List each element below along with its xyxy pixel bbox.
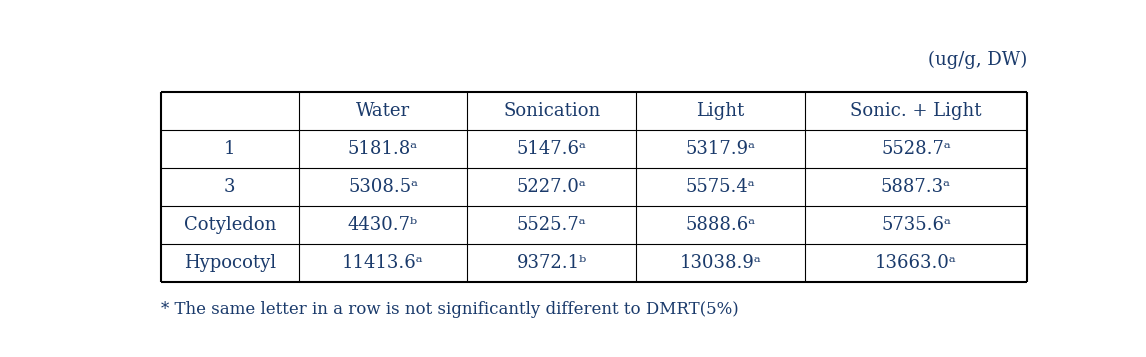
Text: 9372.1ᵇ: 9372.1ᵇ <box>517 254 587 272</box>
Text: 5575.4ᵃ: 5575.4ᵃ <box>685 178 755 196</box>
Text: Water: Water <box>356 102 410 120</box>
Text: 5181.8ᵃ: 5181.8ᵃ <box>348 140 418 158</box>
Text: Light: Light <box>697 102 745 120</box>
Text: 1: 1 <box>225 140 236 158</box>
Text: 5887.3ᵃ: 5887.3ᵃ <box>881 178 951 196</box>
Text: 3: 3 <box>225 178 236 196</box>
Text: 5528.7ᵃ: 5528.7ᵃ <box>881 140 951 158</box>
Text: 13038.9ᵃ: 13038.9ᵃ <box>680 254 761 272</box>
Text: 5888.6ᵃ: 5888.6ᵃ <box>685 216 755 234</box>
Text: * The same letter in a row is not significantly different to DMRT(5%): * The same letter in a row is not signif… <box>160 301 739 318</box>
Text: Sonication: Sonication <box>503 102 601 120</box>
Text: 5735.6ᵃ: 5735.6ᵃ <box>881 216 951 234</box>
Text: 5227.0ᵃ: 5227.0ᵃ <box>517 178 587 196</box>
Text: 5308.5ᵃ: 5308.5ᵃ <box>348 178 418 196</box>
Text: 4430.7ᵇ: 4430.7ᵇ <box>348 216 418 234</box>
Text: 13663.0ᵃ: 13663.0ᵃ <box>876 254 957 272</box>
Text: (ug/g, DW): (ug/g, DW) <box>928 51 1027 69</box>
Text: Sonic. + Light: Sonic. + Light <box>850 102 982 120</box>
Text: 11413.6ᵃ: 11413.6ᵃ <box>343 254 424 272</box>
Text: Hypocotyl: Hypocotyl <box>183 254 276 272</box>
Text: 5317.9ᵃ: 5317.9ᵃ <box>685 140 755 158</box>
Text: 5525.7ᵃ: 5525.7ᵃ <box>517 216 587 234</box>
Text: 5147.6ᵃ: 5147.6ᵃ <box>517 140 587 158</box>
Text: Cotyledon: Cotyledon <box>183 216 276 234</box>
